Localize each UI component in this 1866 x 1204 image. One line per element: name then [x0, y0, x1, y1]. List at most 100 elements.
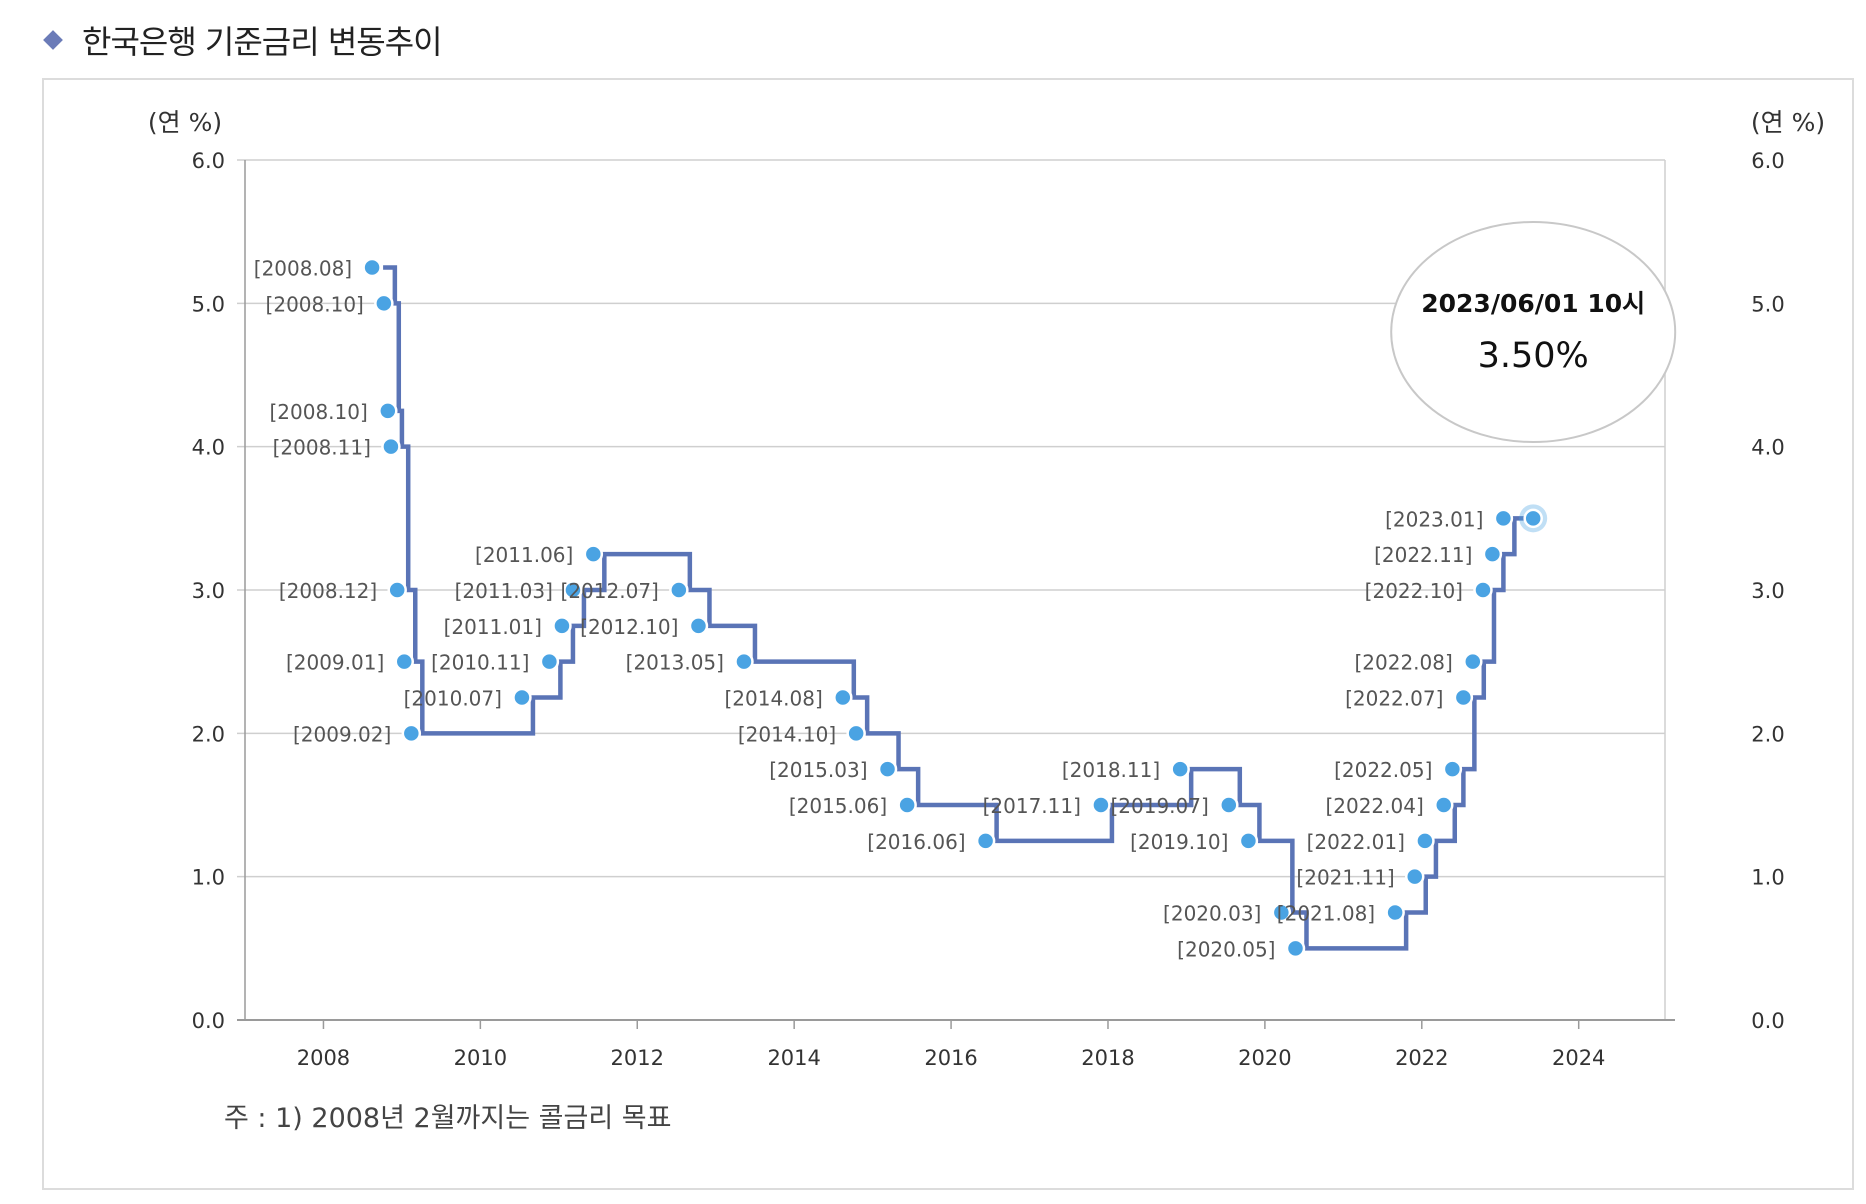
data-label: [2022.10] [1365, 579, 1463, 603]
data-point [552, 616, 572, 636]
chart-title-row: 한국은행 기준금리 변동추이 [40, 16, 443, 64]
data-point [1170, 759, 1190, 779]
tooltip-layer: 2023/06/01 10시 3.50% [1390, 221, 1677, 443]
y-tick-label-right: 2.0 [1751, 722, 1784, 746]
data-point [669, 580, 689, 600]
data-point [1415, 831, 1435, 851]
data-label: [2022.11] [1374, 543, 1472, 567]
data-point [1238, 831, 1259, 851]
footnote: 주 : 1) 2008년 2월까지는 콜금리 목표 [224, 1103, 672, 1134]
data-label: [2020.05] [1177, 937, 1275, 961]
data-point [374, 293, 394, 314]
data-label: [2008.10] [269, 400, 367, 424]
data-label: [2022.05] [1334, 758, 1432, 782]
data-point [833, 687, 853, 708]
y-tick-label-right: 6.0 [1751, 149, 1784, 173]
data-label: [2019.10] [1130, 830, 1228, 854]
tooltip-date: 2023/06/01 10시 [1421, 289, 1645, 318]
data-label: [2008.10] [266, 292, 364, 316]
data-label: [2009.02] [293, 722, 391, 746]
data-label: [2014.10] [738, 722, 836, 746]
x-tick-label: 2020 [1238, 1046, 1291, 1070]
page-title: 한국은행 기준금리 변동추이 [82, 23, 443, 61]
data-point [1493, 508, 1514, 529]
y-axis-label-left: (연 %) [148, 108, 222, 137]
tooltip-bubble [1390, 221, 1677, 443]
y-tick-label-right: 0.0 [1751, 1009, 1784, 1033]
x-tick-label: 2024 [1552, 1046, 1605, 1070]
data-label: [2012.10] [580, 615, 678, 639]
data-label: [2023.01] [1385, 507, 1483, 531]
data-point [1404, 866, 1425, 887]
data-label: [2016.06] [867, 830, 965, 854]
data-label: [2021.08] [1277, 902, 1375, 926]
y-tick-label-right: 1.0 [1751, 866, 1784, 890]
data-label: [2020.03] [1163, 902, 1261, 926]
data-point [1285, 938, 1306, 959]
data-point [394, 651, 415, 672]
data-point [1482, 544, 1503, 564]
data-label: [2022.08] [1354, 651, 1452, 675]
data-point [401, 723, 422, 744]
data-point [512, 687, 532, 708]
data-point [897, 795, 917, 815]
series-layer [383, 265, 1534, 951]
x-tick-label: 2016 [924, 1046, 977, 1070]
data-label: [2018.11] [1062, 758, 1160, 782]
data-point [583, 544, 604, 564]
y-tick-label-left: 2.0 [192, 722, 225, 746]
data-point [1091, 795, 1111, 815]
data-point [1453, 687, 1474, 708]
tooltip-value: 3.50% [1478, 336, 1589, 376]
data-label: [2012.07] [561, 579, 659, 603]
data-point [1219, 795, 1239, 815]
x-tick-label: 2012 [611, 1046, 664, 1070]
data-point [563, 580, 583, 600]
x-tick-label: 2010 [454, 1046, 507, 1070]
y-tick-label-right: 4.0 [1751, 436, 1784, 460]
data-point [1385, 902, 1405, 923]
y-tick-label-left: 4.0 [192, 436, 225, 460]
data-label: [2011.01] [444, 615, 542, 639]
data-point [734, 651, 754, 672]
y-tick-label-left: 3.0 [192, 579, 225, 603]
y-tick-label-left: 0.0 [192, 1009, 225, 1033]
point-layer [362, 257, 1548, 959]
data-point [362, 257, 382, 278]
current-point [1523, 508, 1543, 529]
data-point [1271, 902, 1292, 923]
x-tick-label: 2022 [1395, 1046, 1448, 1070]
data-point [1434, 795, 1454, 815]
label-layer: [2008.08] [2008.10] [2008.10] [2008.11] [200… [254, 257, 1484, 962]
data-label: [2021.11] [1296, 866, 1394, 890]
data-label: [2013.05] [626, 651, 724, 675]
data-label: [2008.12] [279, 579, 377, 603]
data-label: [2017.11] [983, 794, 1081, 818]
data-label: [2011.03] [455, 579, 553, 603]
data-label: [2022.01] [1307, 830, 1405, 854]
data-label: [2014.08] [724, 687, 822, 711]
data-point [1463, 651, 1483, 672]
data-point [1442, 759, 1463, 779]
x-tick-label: 2018 [1081, 1046, 1134, 1070]
data-label: [2010.07] [404, 687, 502, 711]
x-tick-label: 2008 [297, 1046, 350, 1070]
axis-layer: 0.0 0.0 1.0 1.0 2.0 2.0 3.0 3.0 4.0 4.0 5.0 5.0 6.0 6… [148, 108, 1825, 1070]
y-tick-label-left: 5.0 [192, 292, 225, 316]
data-point [877, 759, 898, 779]
data-label: [2010.11] [431, 651, 529, 675]
data-point [387, 580, 407, 600]
data-label: [2015.06] [789, 794, 887, 818]
y-tick-label-left: 6.0 [192, 149, 225, 173]
data-point [846, 723, 866, 744]
data-point [688, 616, 709, 636]
y-tick-label-left: 1.0 [192, 866, 225, 890]
y-tick-label-right: 3.0 [1751, 579, 1784, 603]
x-tick-label: 2014 [767, 1046, 820, 1070]
y-axis-label-right: (연 %) [1751, 108, 1825, 137]
data-point [378, 401, 398, 421]
data-label: [2008.11] [273, 436, 371, 460]
data-point [539, 651, 560, 672]
rate-step-line [383, 265, 1534, 951]
